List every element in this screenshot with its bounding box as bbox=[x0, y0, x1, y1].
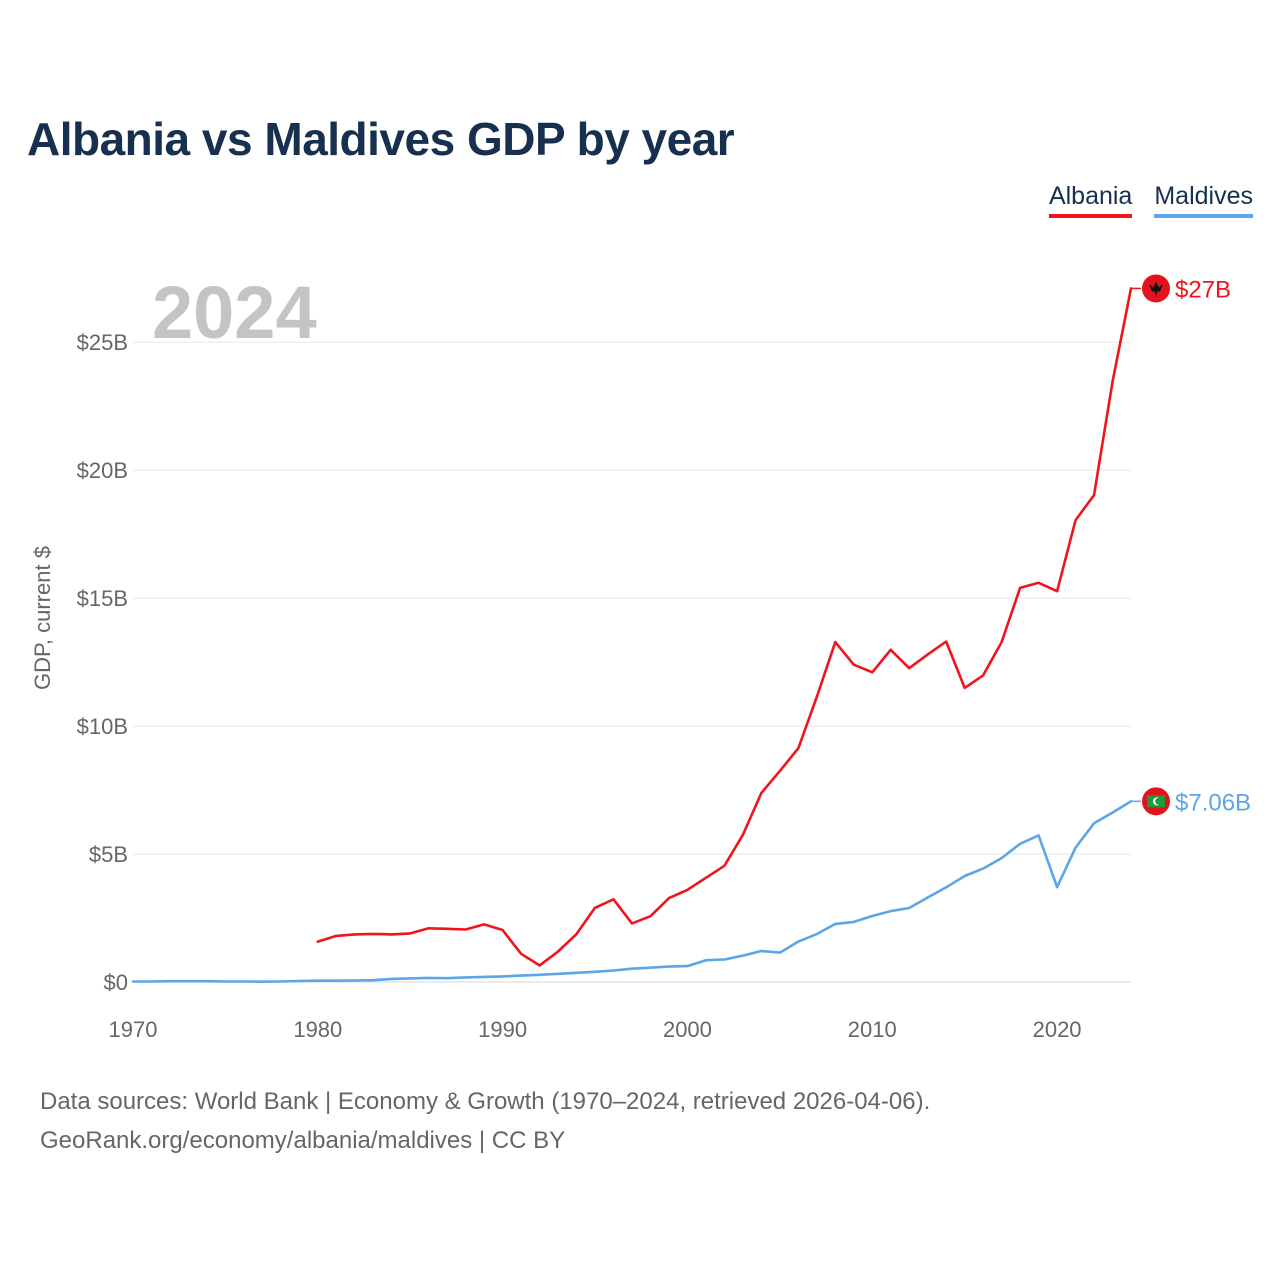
data-source-note: Data sources: World Bank | Economy & Gro… bbox=[40, 1088, 931, 1115]
x-tick-label: 1970 bbox=[109, 1017, 158, 1042]
attribution-note: GeoRank.org/economy/albania/maldives | C… bbox=[40, 1127, 566, 1154]
series-line-maldives bbox=[131, 799, 1133, 984]
y-tick-label: $5B bbox=[89, 842, 128, 867]
eagle-emblem-icon bbox=[1149, 281, 1163, 298]
end-value-label-maldives: $7.06B bbox=[1175, 789, 1251, 816]
x-tick-label: 2000 bbox=[663, 1017, 712, 1042]
legend-item-albania[interactable]: Albania bbox=[1048, 182, 1133, 218]
crescent-inner bbox=[1155, 797, 1162, 805]
y-tick-label: $10B bbox=[77, 714, 128, 739]
chart-title: Albania vs Maldives GDP by year bbox=[27, 113, 735, 165]
y-tick-label: $15B bbox=[77, 586, 128, 611]
x-tick-label: 1980 bbox=[293, 1017, 342, 1042]
x-tick-label: 1990 bbox=[478, 1017, 527, 1042]
year-watermark: 2024 bbox=[152, 271, 317, 354]
series-line-albania bbox=[316, 287, 1133, 967]
end-value-label-albania: $27B bbox=[1175, 276, 1231, 303]
footer: Data sources: World Bank | Economy & Gro… bbox=[40, 1082, 930, 1160]
x-tick-label: 2020 bbox=[1033, 1017, 1082, 1042]
y-tick-label: $20B bbox=[77, 458, 128, 483]
legend-item-maldives[interactable]: Maldives bbox=[1154, 182, 1253, 218]
legend: Albania Maldives bbox=[1048, 182, 1253, 218]
y-tick-label: $0 bbox=[104, 970, 128, 995]
y-tick-label: $25B bbox=[77, 330, 128, 355]
x-tick-label: 2010 bbox=[848, 1017, 897, 1042]
